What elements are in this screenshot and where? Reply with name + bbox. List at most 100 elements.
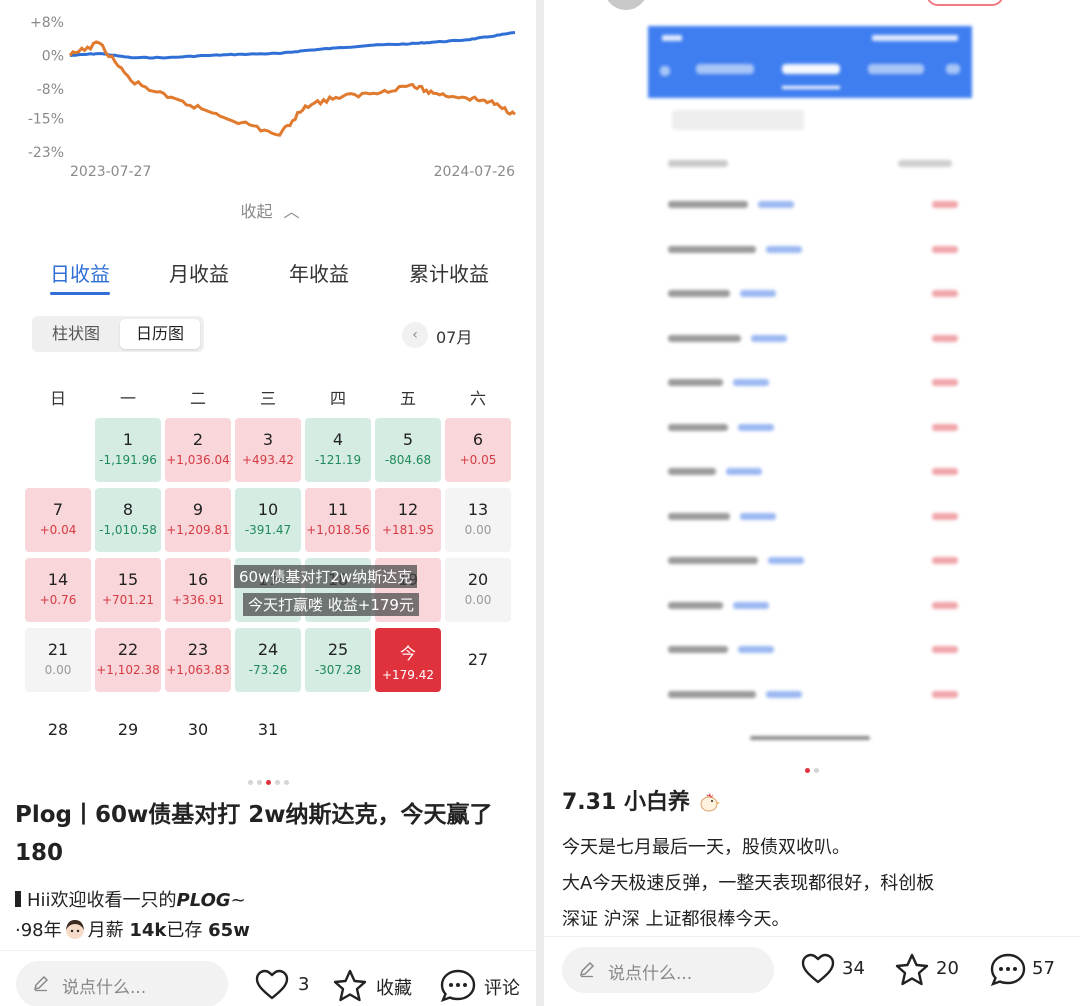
like-button[interactable]: 3 — [254, 969, 314, 1001]
calendar-day-earnings: -804.68 — [384, 453, 432, 467]
left-post-card: +8% 0% -8% -15% -23% 2023-07-27 2024-07-26 收… — [0, 0, 536, 1006]
calendar-day-cell[interactable]: 28 — [25, 698, 91, 762]
calendar-day-earnings: -391.47 — [244, 523, 292, 537]
calendar-day-cell[interactable]: 14 +0.76 — [25, 558, 91, 622]
calendar-day-cell[interactable]: 12 +181.95 — [375, 488, 441, 552]
calendar-day-number: 11 — [327, 500, 349, 519]
calendar-view-button[interactable]: 日历图 — [120, 319, 200, 349]
post-body-line: 今天是七月最后一天，股债双收叭。 — [562, 837, 850, 858]
girl-emoji-icon — [65, 920, 84, 939]
calendar-day-cell[interactable]: 3 +493.42 — [235, 418, 301, 482]
calendar-day-cell[interactable]: 1 -1,191.96 — [95, 418, 161, 482]
tab-monthly-earnings[interactable]: 月收益 — [169, 262, 229, 286]
carousel-dot[interactable] — [247, 780, 253, 785]
calendar-day-number: 21 — [47, 640, 69, 659]
like-count: 3 — [298, 974, 310, 995]
calendar-day-earnings: -1,010.58 — [99, 523, 157, 537]
image-carousel-dots — [0, 772, 536, 785]
calendar-day-cell[interactable]: 24 -73.26 — [235, 628, 301, 692]
carousel-dot[interactable] — [256, 780, 262, 785]
post-body: Hii欢迎收看一只的PLOG~ ·98年 月薪 14k已存 65w — [15, 886, 520, 946]
calendar-day-cell[interactable]: 22 +1,102.38 — [95, 628, 161, 692]
carousel-dot[interactable] — [283, 780, 289, 785]
pencil-icon — [579, 961, 595, 978]
post-body-line: 深证 沪深 上证都很棒今天。 — [562, 909, 790, 930]
y-axis-tick-label: -23% — [28, 145, 64, 161]
calendar-day-cell[interactable]: 27 — [445, 628, 511, 692]
phone-filter-dropdown[interactable] — [672, 110, 804, 130]
calendar-day-earnings: +181.95 — [381, 523, 435, 537]
calendar-day-cell[interactable]: 6 +0.05 — [445, 418, 511, 482]
calendar-day-number: 16 — [187, 570, 209, 589]
home-indicator — [750, 736, 870, 740]
calendar-day-cell[interactable]: 8 -1,010.58 — [95, 488, 161, 552]
calendar-day-cell[interactable]: 25 -307.28 — [305, 628, 371, 692]
weekday-label: 二 — [189, 389, 206, 408]
calendar-day-cell[interactable]: 4 -121.19 — [305, 418, 371, 482]
calendar-day-cell[interactable]: 13 0.00 — [445, 488, 511, 552]
calendar-day-cell[interactable]: 23 +1,063.83 — [165, 628, 231, 692]
collapse-toggle[interactable]: 收起 ︿ — [10, 198, 530, 222]
calendar-day-cell[interactable]: 21 0.00 — [25, 628, 91, 692]
author-avatar[interactable] — [604, 0, 648, 10]
calendar-day-cell[interactable]: 15 +701.21 — [95, 558, 161, 622]
weekday-label: 五 — [399, 389, 416, 408]
post-body-line-1: Hii欢迎收看一只的PLOG~ — [15, 886, 520, 916]
calendar-day-cell[interactable]: 29 — [95, 698, 161, 762]
weekday-label: 日 — [49, 389, 66, 408]
y-axis-tick-label: +8% — [30, 15, 64, 31]
calendar-day-cell[interactable]: 7 +0.04 — [25, 488, 91, 552]
body-text: 月薪 — [87, 920, 124, 941]
calendar-day-cell[interactable]: 30 — [165, 698, 231, 762]
calendar-day-number: 6 — [472, 430, 484, 449]
refresh-icon[interactable] — [946, 64, 960, 74]
tab-daily-earnings[interactable]: 日收益 — [50, 262, 110, 286]
comment-label: 评论 — [484, 978, 520, 999]
bar-chart-view-button[interactable]: 柱状图 — [51, 324, 100, 343]
calendar-day-today[interactable]: 今 +179.42 — [375, 628, 441, 692]
calendar-day-cell[interactable]: 5 -804.68 — [375, 418, 441, 482]
carousel-dot-active[interactable] — [805, 768, 810, 773]
comment-input[interactable]: 说点什么... — [16, 961, 228, 1006]
phone-fund-row — [668, 599, 958, 613]
weekday-label: 三 — [259, 389, 276, 408]
calendar-day-number: 29 — [117, 720, 139, 739]
phone-tab-active[interactable] — [782, 64, 840, 74]
calendar-day-number: 今 — [399, 644, 416, 663]
comment-button[interactable]: 57 — [990, 953, 1070, 987]
comment-placeholder: 说点什么... — [62, 978, 147, 998]
phone-tab[interactable] — [868, 64, 924, 74]
right-post-card: 7.31 小白养 今天是七月最后一天，股债双收叭。 大A今天极速反弹，一整天表现… — [544, 0, 1080, 1006]
carousel-dot[interactable] — [814, 768, 819, 773]
calendar-day-cell[interactable]: 10 -391.47 — [235, 488, 301, 552]
calendar-day-number: 13 — [467, 500, 489, 519]
calendar-day-number: 24 — [257, 640, 279, 659]
follow-button[interactable] — [926, 0, 1004, 6]
collect-button[interactable]: 20 — [894, 953, 964, 986]
collect-button[interactable]: 收藏 — [332, 969, 422, 1002]
carousel-dot[interactable] — [274, 780, 280, 785]
calendar-day-cell[interactable]: 16 +336.91 — [165, 558, 231, 622]
chevron-left-icon[interactable]: ‹ — [402, 322, 428, 348]
phone-tab[interactable] — [696, 64, 754, 74]
comment-input[interactable]: 说点什么... — [562, 947, 774, 993]
calendar-day-earnings: 0.00 — [464, 523, 492, 537]
calendar-day-cell[interactable]: 31 — [235, 698, 301, 762]
calendar-day-number: 23 — [187, 640, 209, 659]
carousel-dot-active[interactable] — [265, 780, 271, 785]
calendar-day-cell[interactable]: 20 0.00 — [445, 558, 511, 622]
comment-button[interactable]: 评论 — [440, 969, 530, 1003]
body-text: ·98年 — [15, 920, 62, 941]
y-axis-tick-label: -8% — [37, 82, 64, 98]
calendar-day-number: 30 — [187, 720, 209, 739]
like-button[interactable]: 34 — [800, 953, 870, 985]
calendar-day-number: 15 — [117, 570, 139, 589]
calendar-day-cell[interactable]: 11 +1,018.56 — [305, 488, 371, 552]
tab-yearly-earnings[interactable]: 年收益 — [289, 262, 349, 286]
phone-fund-row — [668, 198, 958, 212]
tab-total-earnings[interactable]: 累计收益 — [409, 262, 489, 286]
calendar-day-earnings: -307.28 — [314, 663, 362, 677]
calendar-day-cell[interactable]: 2 +1,036.04 — [165, 418, 231, 482]
calendar-day-cell[interactable]: 9 +1,209.81 — [165, 488, 231, 552]
back-icon[interactable] — [660, 66, 670, 76]
